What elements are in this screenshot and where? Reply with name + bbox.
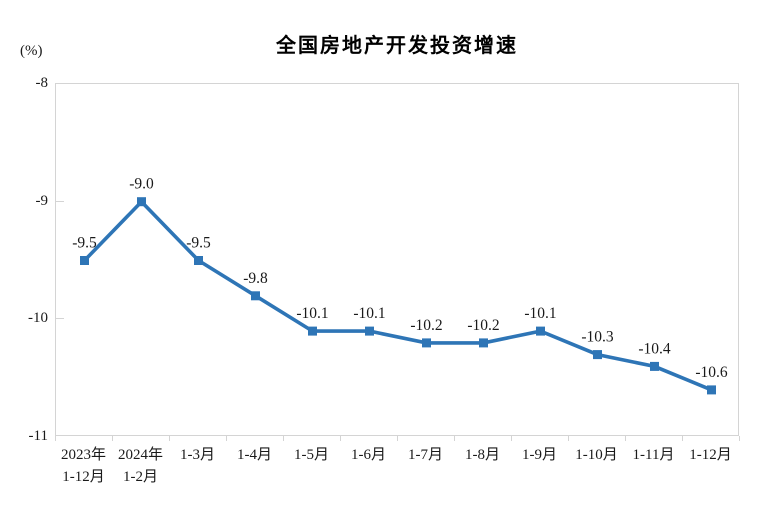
x-axis-category-line: 1-6月 — [351, 447, 386, 463]
x-axis-tick — [340, 436, 341, 441]
data-point-label: -10.1 — [524, 305, 556, 322]
x-axis-category-label: 1-6月 — [327, 444, 411, 466]
plot-area: -9.5 -9.0 -9.5 -9.8 -10.1 -10.1 -10.2 -10.2 -10.… — [55, 83, 739, 436]
x-axis-tick — [739, 436, 740, 441]
data-point-marker — [194, 256, 203, 265]
x-axis-category-label: 1-9月 — [498, 444, 582, 466]
data-point-label: -9.5 — [186, 235, 211, 252]
x-axis-tick — [568, 436, 569, 441]
data-point-label: -10.4 — [638, 340, 671, 357]
x-axis-tick — [169, 436, 170, 441]
x-axis-category-line: 1-5月 — [294, 447, 329, 463]
x-axis-tick — [55, 436, 56, 441]
chart-title: 全国房地产开发投资增速 — [276, 35, 518, 57]
data-point-label: -10.6 — [695, 364, 728, 381]
data-point-marker — [707, 385, 716, 395]
y-axis-unit-label: (%) — [20, 43, 43, 59]
data-point-label: -10.1 — [353, 305, 385, 322]
x-axis-category-label: 1-5月 — [270, 444, 354, 466]
x-axis-category-line: 2024年 — [117, 447, 163, 463]
line-chart-svg: -9.5 -9.0 -9.5 -9.8 -10.1 -10.1 -10.2 -10.2 -10.… — [72, 176, 728, 395]
x-axis-category-line: 1-4月 — [237, 447, 272, 463]
data-point-marker — [422, 338, 431, 348]
data-point-marker — [251, 291, 260, 301]
x-axis-tick — [454, 436, 455, 441]
x-axis-category-label: 2024年 1-2月 — [99, 444, 183, 488]
x-axis-tick — [625, 436, 626, 441]
x-axis-category-line: 2023年 — [60, 447, 106, 463]
data-point-label: -10.3 — [581, 329, 614, 346]
y-axis-tick-label: -9 — [35, 192, 49, 209]
data-point-label: -10.2 — [410, 317, 442, 334]
trend-line — [83, 199, 713, 392]
data-point-marker — [479, 338, 488, 348]
data-point-marker — [650, 361, 659, 371]
x-axis-category-label: 1-4月 — [213, 444, 297, 466]
x-axis-category-label: 1-7月 — [384, 444, 468, 466]
data-point-label: -10.1 — [296, 305, 328, 322]
y-axis-tick — [56, 318, 64, 320]
data-point-label: -9.0 — [129, 176, 154, 193]
x-axis-category-label: 1-3月 — [156, 444, 240, 466]
y-axis-tick-label: -8 — [35, 75, 49, 91]
data-point-marker — [593, 350, 602, 360]
x-axis-tick — [397, 436, 398, 441]
x-axis-category-line: 1-2月 — [123, 469, 158, 485]
y-axis-tick-label: -11 — [28, 428, 48, 444]
x-axis-category-line: 1-12月 — [689, 447, 732, 463]
data-point-marker — [137, 197, 146, 207]
x-axis-category-label: 2023年 1-12月 — [42, 444, 126, 488]
x-axis-tick — [112, 436, 113, 441]
x-axis-category-label: 1-11月 — [612, 444, 696, 466]
data-point-label: -10.2 — [467, 317, 499, 334]
x-axis-category-line: 1-8月 — [465, 447, 500, 463]
y-axis-tick-label: -10 — [28, 310, 48, 327]
x-axis-category-line: 1-11月 — [632, 447, 675, 463]
x-axis-tick — [682, 436, 683, 441]
x-axis-category-label: 1-10月 — [555, 444, 639, 466]
x-axis-category-line: 1-10月 — [575, 447, 618, 463]
x-axis-category-line: 1-3月 — [180, 447, 215, 463]
data-point-marker — [536, 326, 545, 336]
x-axis-category-line: 1-9月 — [522, 447, 557, 463]
data-point-label: -9.8 — [243, 270, 268, 287]
data-point-marker — [80, 256, 89, 265]
x-axis-tick — [283, 436, 284, 441]
x-axis-category-line: 1-12月 — [62, 469, 105, 485]
data-point-marker — [308, 326, 317, 336]
y-axis-tick — [56, 200, 64, 202]
x-axis-category-label: 1-8月 — [441, 444, 525, 466]
x-axis-tick — [511, 436, 512, 441]
data-point-marker — [365, 326, 374, 336]
x-axis-category-label: 1-12月 — [669, 444, 753, 466]
x-axis-category-line: 1-7月 — [408, 447, 443, 463]
x-axis-tick — [226, 436, 227, 441]
data-point-label: -9.5 — [72, 235, 97, 252]
